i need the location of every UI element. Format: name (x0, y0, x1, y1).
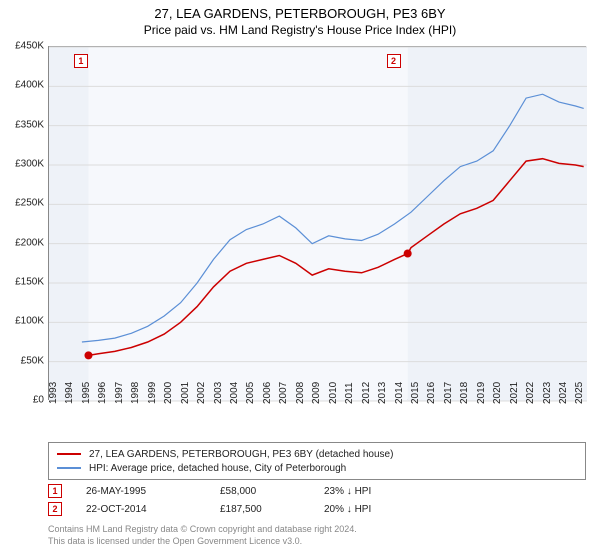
legend: 27, LEA GARDENS, PETERBOROUGH, PE3 6BY (… (48, 442, 586, 480)
x-tick-label: 2008 (295, 382, 306, 404)
y-tick-label: £300K (15, 159, 44, 170)
x-tick-label: 1998 (130, 382, 141, 404)
x-tick-label: 2019 (476, 382, 487, 404)
plot-area (48, 46, 586, 400)
y-tick-label: £350K (15, 119, 44, 130)
y-tick-label: £50K (21, 355, 44, 366)
x-tick-label: 2024 (558, 382, 569, 404)
footer-line: Contains HM Land Registry data © Crown c… (48, 524, 586, 536)
x-tick-label: 2009 (311, 382, 322, 404)
y-tick-label: £250K (15, 198, 44, 209)
sale-price: £58,000 (220, 486, 300, 497)
sale-pct-vs-hpi: 23% ↓ HPI (324, 486, 424, 497)
x-tick-label: 2018 (459, 382, 470, 404)
x-tick-label: 1994 (64, 382, 75, 404)
sale-date: 22-OCT-2014 (86, 504, 196, 515)
sale-marker-box: 1 (74, 54, 88, 68)
legend-swatch (57, 467, 81, 469)
y-tick-label: £400K (15, 80, 44, 91)
x-tick-label: 2015 (410, 382, 421, 404)
y-tick-label: £150K (15, 277, 44, 288)
chart-container: 27, LEA GARDENS, PETERBOROUGH, PE3 6BY P… (0, 0, 600, 560)
x-tick-label: 1995 (81, 382, 92, 404)
y-tick-label: £200K (15, 237, 44, 248)
legend-label: 27, LEA GARDENS, PETERBOROUGH, PE3 6BY (… (89, 449, 393, 460)
x-tick-label: 2013 (377, 382, 388, 404)
x-tick-label: 2021 (509, 382, 520, 404)
sale-price: £187,500 (220, 504, 300, 515)
sale-row: 1 26-MAY-1995 £58,000 23% ↓ HPI (48, 482, 586, 500)
x-tick-label: 2004 (229, 382, 240, 404)
x-tick-label: 2011 (344, 382, 355, 404)
sale-row: 2 22-OCT-2014 £187,500 20% ↓ HPI (48, 500, 586, 518)
legend-label: HPI: Average price, detached house, City… (89, 463, 346, 474)
y-tick-label: £450K (15, 41, 44, 52)
y-tick-label: £0 (33, 395, 44, 406)
y-tick-label: £100K (15, 316, 44, 327)
sales-table: 1 26-MAY-1995 £58,000 23% ↓ HPI 2 22-OCT… (48, 482, 586, 518)
x-tick-label: 1999 (147, 382, 158, 404)
sale-marker-number: 2 (48, 502, 62, 516)
legend-item: HPI: Average price, detached house, City… (57, 461, 577, 475)
legend-swatch (57, 453, 81, 455)
x-tick-label: 2023 (542, 382, 553, 404)
x-tick-label: 2000 (163, 382, 174, 404)
x-tick-label: 2001 (180, 382, 191, 404)
x-tick-label: 2012 (361, 382, 372, 404)
chart-title: 27, LEA GARDENS, PETERBOROUGH, PE3 6BY (0, 0, 600, 21)
chart-subtitle: Price paid vs. HM Land Registry's House … (0, 21, 600, 41)
x-tick-label: 1996 (97, 382, 108, 404)
x-tick-label: 1997 (114, 382, 125, 404)
x-tick-label: 1993 (48, 382, 59, 404)
x-tick-label: 2017 (443, 382, 454, 404)
sale-marker-number: 1 (48, 484, 62, 498)
sale-marker-box: 2 (387, 54, 401, 68)
x-tick-label: 2014 (394, 382, 405, 404)
footer-line: This data is licensed under the Open Gov… (48, 536, 586, 548)
x-tick-label: 2022 (525, 382, 536, 404)
x-tick-label: 2006 (262, 382, 273, 404)
sale-pct-vs-hpi: 20% ↓ HPI (324, 504, 424, 515)
x-tick-label: 2005 (245, 382, 256, 404)
x-tick-label: 2016 (426, 382, 437, 404)
x-tick-label: 2003 (213, 382, 224, 404)
x-tick-label: 2007 (278, 382, 289, 404)
x-tick-label: 2010 (328, 382, 339, 404)
footer-attribution: Contains HM Land Registry data © Crown c… (48, 524, 586, 547)
legend-item: 27, LEA GARDENS, PETERBOROUGH, PE3 6BY (… (57, 447, 577, 461)
x-tick-label: 2002 (196, 382, 207, 404)
x-tick-label: 2025 (574, 382, 585, 404)
x-tick-label: 2020 (492, 382, 503, 404)
sale-date: 26-MAY-1995 (86, 486, 196, 497)
